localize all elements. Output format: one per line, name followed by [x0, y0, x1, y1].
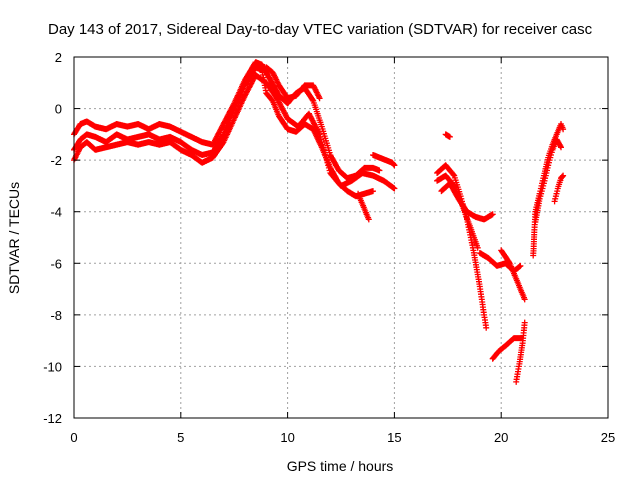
- x-tick-label: 25: [601, 430, 615, 445]
- data-marks: [71, 64, 376, 200]
- y-tick-label: -10: [43, 359, 62, 374]
- x-tick-label: 20: [494, 430, 508, 445]
- x-tick-label: 10: [280, 430, 294, 445]
- series-track-11: [476, 250, 524, 274]
- data-marks: [442, 131, 453, 140]
- x-tick-label: 0: [70, 430, 77, 445]
- y-tick-label: -8: [50, 308, 62, 323]
- data-marks: [476, 250, 524, 274]
- data-marks: [71, 59, 383, 182]
- y-tick-label: -12: [43, 411, 62, 426]
- data-marks: [489, 335, 526, 362]
- data-marks: [438, 180, 496, 223]
- data-marks: [71, 72, 398, 192]
- data-marks: [355, 190, 372, 223]
- plot-frame: [73, 56, 609, 419]
- series-track-7: [442, 131, 453, 140]
- series-track-2: [71, 59, 383, 182]
- y-tick-label: -2: [50, 153, 62, 168]
- series-track-14: [513, 319, 528, 385]
- x-tick-label: 15: [387, 430, 401, 445]
- series-track-1: [71, 64, 376, 200]
- series-track-5: [370, 152, 398, 169]
- data-points: [71, 59, 567, 385]
- data-marks: [263, 64, 323, 102]
- series-track-6: [355, 190, 372, 223]
- y-tick-label: -6: [50, 256, 62, 271]
- grid: [74, 57, 608, 418]
- data-marks: [551, 172, 567, 205]
- y-tick-label: 0: [55, 102, 62, 117]
- series-track-17: [551, 172, 567, 205]
- data-marks: [370, 152, 398, 169]
- y-tick-label: 2: [55, 50, 62, 65]
- chart-title: Day 143 of 2017, Sidereal Day-to-day VTE…: [48, 21, 593, 38]
- data-marks: [532, 136, 564, 225]
- x-axis-title: GPS time / hours: [287, 458, 394, 474]
- series-track-16: [532, 136, 564, 225]
- y-tick-label: -4: [50, 205, 62, 220]
- series-track-4: [263, 64, 323, 102]
- data-marks: [513, 319, 528, 385]
- series-track-12: [498, 247, 528, 303]
- data-marks: [498, 247, 528, 303]
- series-track-10: [438, 180, 496, 223]
- series-track-13: [489, 335, 526, 362]
- x-tick-label: 5: [177, 430, 184, 445]
- ticks: [73, 56, 609, 419]
- series-track-3: [71, 72, 398, 192]
- y-axis-title: SDTVAR / TECUs: [6, 182, 22, 294]
